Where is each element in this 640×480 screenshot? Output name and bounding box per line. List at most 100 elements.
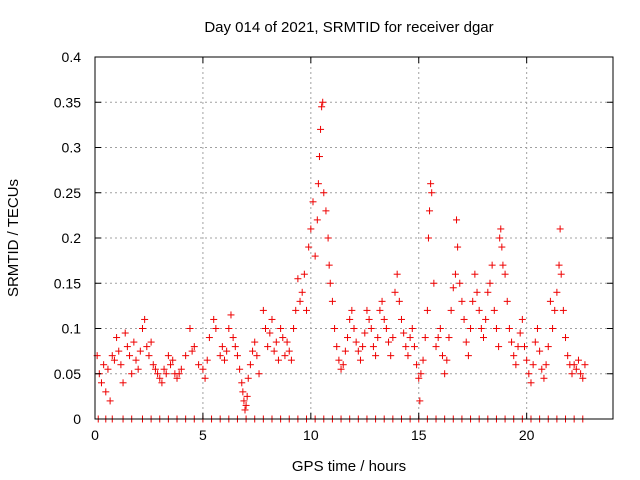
data-point: [365, 315, 373, 323]
data-point: [290, 325, 298, 332]
data-point: [426, 207, 434, 215]
data-point: [424, 234, 432, 242]
data-point: [335, 356, 343, 364]
data-point: [438, 352, 446, 360]
data-point: [387, 352, 395, 360]
data-point: [421, 334, 429, 342]
data-point: [447, 306, 455, 314]
y-tick-label: 0.4: [62, 49, 82, 65]
data-point: [559, 306, 567, 314]
data-point: [239, 388, 247, 396]
data-point: [264, 343, 272, 351]
data-point: [212, 325, 220, 332]
data-point: [322, 207, 330, 215]
data-point: [143, 343, 151, 351]
data-point: [328, 297, 336, 305]
data-point: [380, 315, 388, 323]
data-point: [296, 297, 304, 305]
data-point: [408, 325, 416, 332]
data-point: [243, 392, 251, 400]
data-point: [221, 356, 228, 364]
data-point: [404, 352, 412, 360]
data-point: [167, 361, 175, 369]
data-point: [270, 347, 278, 355]
data-point: [136, 347, 144, 355]
data-point: [249, 347, 257, 355]
data-point: [108, 352, 116, 360]
data-point: [106, 397, 114, 405]
y-tick-label: 0.2: [62, 230, 82, 246]
data-point: [521, 343, 529, 351]
data-point: [367, 325, 375, 332]
data-point: [391, 288, 399, 296]
data-point: [443, 356, 451, 364]
data-point: [363, 306, 371, 314]
data-point: [104, 365, 112, 373]
data-point: [292, 306, 300, 314]
x-tick-label: 15: [411, 427, 427, 443]
data-point: [551, 306, 559, 314]
data-point: [285, 347, 293, 355]
data-point: [406, 334, 414, 342]
data-point: [324, 234, 332, 242]
data-point: [236, 365, 244, 373]
data-point: [154, 370, 162, 378]
y-tick-label: 0.35: [54, 94, 81, 110]
data-point: [145, 352, 153, 360]
data-point: [456, 279, 464, 287]
data-point: [486, 279, 494, 287]
data-point: [255, 370, 263, 378]
data-point: [410, 343, 418, 351]
data-point: [538, 365, 546, 373]
data-point: [400, 329, 408, 337]
data-point: [253, 352, 261, 360]
x-tick-label: 20: [519, 427, 535, 443]
y-tick-label: 0.05: [54, 366, 81, 382]
data-point: [469, 297, 477, 305]
data-point: [378, 297, 386, 305]
data-point: [382, 325, 390, 332]
x-axis-label: GPS time / hours: [292, 458, 406, 475]
data-point: [134, 365, 142, 373]
x-tick-label: 0: [91, 427, 99, 443]
y-axis-ticks: 0 0.05 0.1 0.15 0.2 0.25 0.3 0.35 0.4: [54, 49, 613, 427]
data-point: [372, 352, 380, 360]
data-point: [413, 361, 421, 369]
data-point: [100, 361, 108, 369]
data-point: [428, 189, 436, 197]
data-point: [102, 388, 110, 396]
data-point: [441, 370, 449, 378]
data-point: [307, 225, 315, 233]
data-point: [238, 379, 246, 387]
data-point: [553, 288, 561, 296]
data-point: [490, 306, 498, 314]
data-point: [97, 379, 105, 387]
data-point: [182, 352, 190, 360]
data-point: [175, 370, 183, 378]
data-point: [546, 297, 554, 305]
data-point: [318, 103, 326, 111]
data-point: [471, 270, 479, 278]
data-point: [225, 325, 233, 332]
data-point: [199, 365, 207, 373]
data-point: [344, 334, 352, 342]
data-point: [581, 361, 589, 369]
data-point: [259, 306, 267, 314]
data-point: [430, 279, 438, 287]
data-point: [216, 352, 224, 360]
data-point: [121, 329, 129, 337]
data-point: [402, 343, 410, 351]
data-point: [389, 334, 397, 342]
data-point: [518, 315, 526, 323]
data-point: [393, 270, 401, 278]
data-point: [572, 365, 580, 373]
data-point: [147, 338, 155, 346]
data-point: [568, 370, 576, 378]
data-point: [177, 365, 185, 373]
data-point: [467, 325, 475, 332]
data-point: [544, 343, 552, 351]
data-point: [562, 334, 570, 342]
data-point: [251, 338, 259, 346]
data-point: [227, 311, 235, 319]
data-point: [564, 352, 572, 360]
